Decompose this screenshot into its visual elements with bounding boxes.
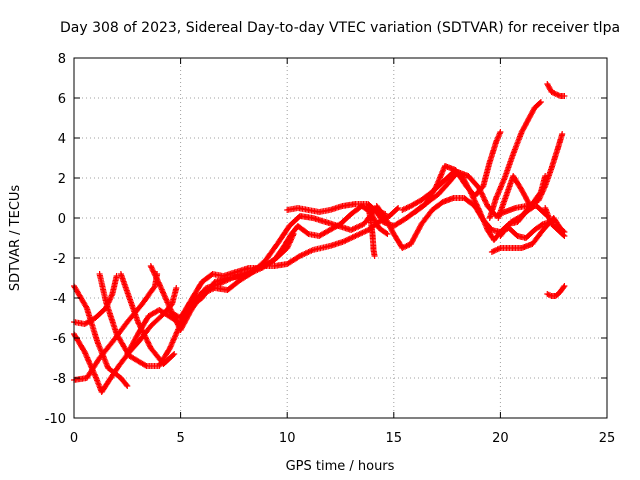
x-tick-label: 5 bbox=[176, 431, 184, 446]
y-tick-label: -6 bbox=[53, 332, 66, 347]
series-track-f bbox=[117, 271, 178, 367]
series-track-a bbox=[71, 283, 131, 389]
y-tick-label: 6 bbox=[58, 92, 66, 107]
series-track-p bbox=[486, 99, 544, 221]
y-tick-label: -4 bbox=[53, 292, 66, 307]
marker-trail bbox=[544, 283, 568, 299]
marker-trail bbox=[365, 203, 378, 259]
marker-trail bbox=[166, 203, 391, 321]
marker-trail bbox=[544, 81, 568, 99]
x-tick-label: 0 bbox=[70, 431, 78, 446]
series-track-u bbox=[544, 283, 568, 299]
x-axis-label: GPS time / hours bbox=[286, 459, 395, 474]
marker-trail bbox=[542, 205, 568, 239]
series-track-i bbox=[166, 203, 391, 321]
marker-trail bbox=[412, 129, 504, 215]
x-tick-label: 20 bbox=[492, 431, 509, 446]
series-track-n bbox=[412, 129, 504, 215]
data-layer bbox=[71, 81, 568, 395]
y-tick-label: 8 bbox=[58, 52, 66, 67]
y-tick-label: -2 bbox=[53, 252, 66, 267]
x-tick-label: 10 bbox=[279, 431, 296, 446]
tick-layer: 0 5 10 15 20 25 -10 -8 -6 -4 -2 0 2 4 6 8 bbox=[45, 52, 616, 446]
y-tick-label: 4 bbox=[58, 132, 66, 147]
series-track-r bbox=[497, 173, 549, 239]
x-tick-label: 15 bbox=[386, 431, 403, 446]
series-track-s bbox=[542, 205, 568, 239]
x-tick-label: 25 bbox=[599, 431, 616, 446]
series-track-t bbox=[544, 81, 568, 99]
marker-trail bbox=[497, 173, 549, 239]
series-track-h bbox=[147, 207, 389, 333]
marker-trail bbox=[71, 283, 131, 389]
marker-trail bbox=[117, 271, 178, 367]
y-tick-label: 0 bbox=[58, 212, 66, 227]
y-tick-label: -10 bbox=[45, 412, 66, 427]
y-axis-label: SDTVAR / TECUs bbox=[8, 185, 23, 292]
marker-trail bbox=[147, 207, 389, 333]
series-track-k bbox=[365, 203, 378, 259]
marker-trail bbox=[486, 99, 544, 221]
plot-frame bbox=[73, 57, 608, 419]
y-tick-label: -8 bbox=[53, 372, 66, 387]
chart-title: Day 308 of 2023, Sidereal Day-to-day VTE… bbox=[60, 20, 620, 36]
y-tick-label: 2 bbox=[58, 172, 66, 187]
